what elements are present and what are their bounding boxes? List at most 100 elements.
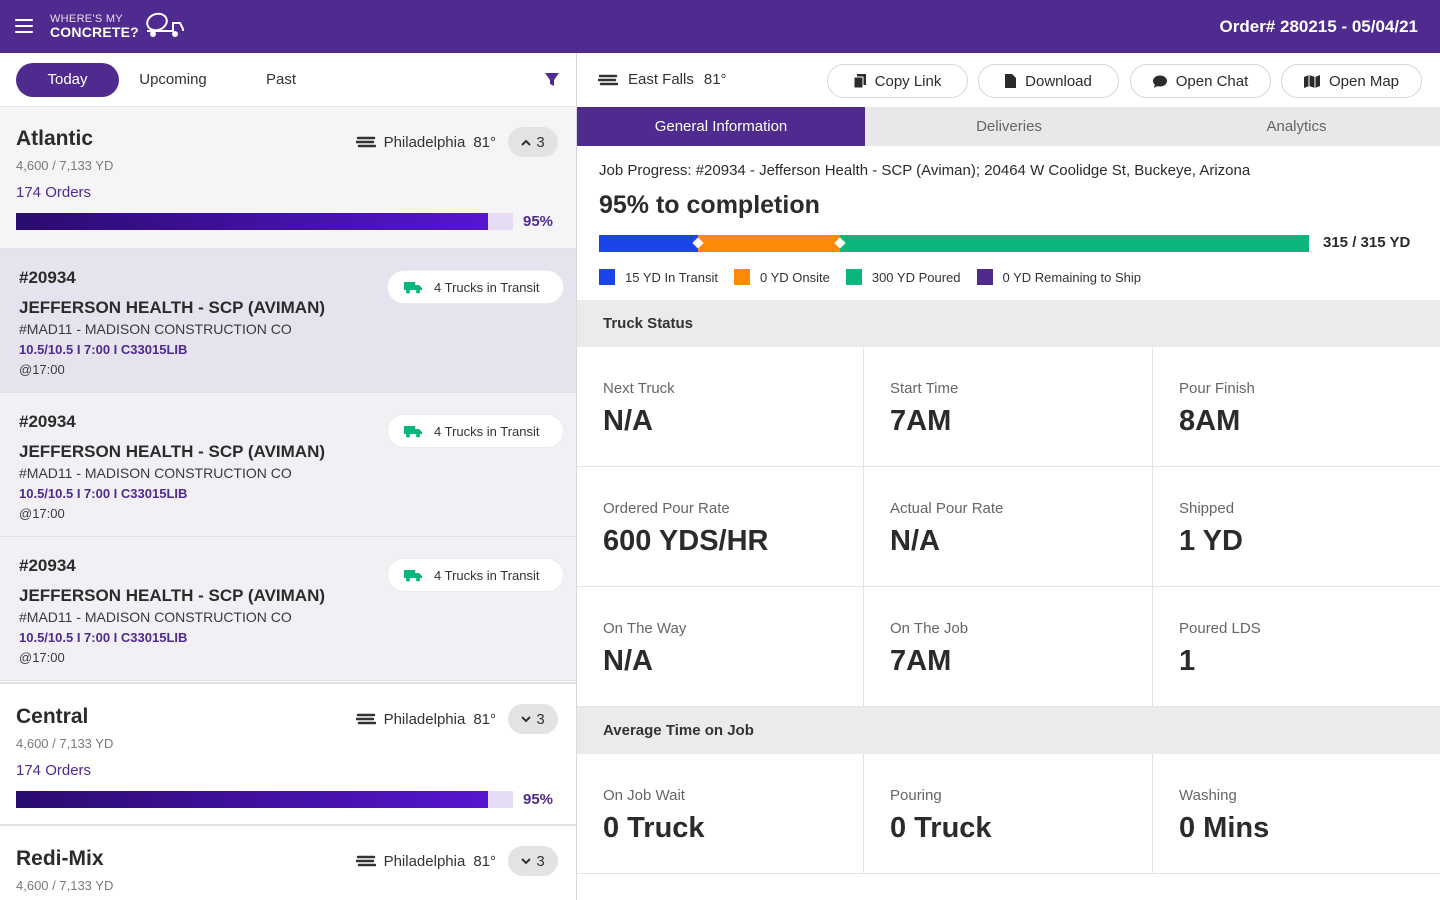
stat-value: 7AM <box>890 645 952 677</box>
job-progress-bar <box>599 235 1309 252</box>
job-spec: 10.5/10.5 I 7:00 I C33015LIB <box>19 630 188 645</box>
job-time: @17:00 <box>19 650 65 665</box>
stat-label: On The Way <box>603 620 687 637</box>
weather-cloud-icon <box>355 136 376 148</box>
stat-value: 600 YDS/HR <box>603 525 769 557</box>
stat-value: N/A <box>890 525 940 557</box>
app-logo[interactable]: WHERE'S MY CONCRETE? <box>50 11 185 41</box>
copy-link-label: Copy Link <box>874 72 942 90</box>
region-name: Redi-Mix <box>16 847 104 870</box>
legend-label: 15 YD In Transit <box>625 269 718 285</box>
stat-on-the-job: On The Job 7AM <box>864 587 1153 707</box>
job-card[interactable]: #20934 JEFFERSON HEALTH - SCP (AVIMAN) #… <box>0 249 576 393</box>
order-detail-panel: East Falls 81° Copy Link Download Open C… <box>577 53 1440 900</box>
stat-next-truck: Next Truck N/A <box>577 347 864 467</box>
stat-value: N/A <box>603 645 653 677</box>
stat-value: 1 YD <box>1179 525 1243 557</box>
stat-value: 0 Truck <box>890 812 992 844</box>
legend-swatch <box>845 269 862 285</box>
chevron-down-icon <box>521 715 532 722</box>
legend-in-transit: 15 YD In Transit <box>599 269 718 285</box>
trucks-in-transit-chip[interactable]: 4 Trucks in Transit <box>388 559 563 591</box>
stat-value: 7AM <box>890 405 952 437</box>
progress-segment <box>599 235 705 252</box>
region-progress-bar <box>16 213 513 230</box>
job-number: #20934 <box>19 556 76 575</box>
weather-cloud-icon <box>598 74 618 85</box>
average-time-header: Average Time on Job <box>577 707 1440 754</box>
stat-washing: Washing 0 Mins <box>1153 754 1440 874</box>
chevron-down-icon <box>521 857 532 864</box>
region-progress-bar <box>16 791 513 808</box>
stat-poured-lds: Poured LDS 1 <box>1153 587 1440 707</box>
legend-poured: 300 YD Poured <box>845 269 961 285</box>
stat-value: 0 Mins <box>1179 812 1270 844</box>
open-map-button[interactable]: Open Map <box>1281 64 1422 98</box>
stat-value: 1 <box>1179 645 1196 677</box>
region-yardage: 4,600 / 7,133 YD <box>16 878 114 893</box>
tab-today[interactable]: Today <box>16 62 119 97</box>
region-redi-mix[interactable]: Redi-Mix 4,600 / 7,133 YD Philadelphia 8… <box>0 826 576 900</box>
job-card[interactable]: #20934 JEFFERSON HEALTH - SCP (AVIMAN) #… <box>0 393 576 537</box>
region-temp: 81° <box>473 852 496 870</box>
job-name: JEFFERSON HEALTH - SCP (AVIMAN) <box>19 586 326 605</box>
job-spec: 10.5/10.5 I 7:00 I C33015LIB <box>19 342 188 357</box>
region-atlantic[interactable]: Atlantic 4,600 / 7,133 YD 174 Orders Phi… <box>0 107 576 249</box>
stat-value: 0 Truck <box>603 812 705 844</box>
job-spec: 10.5/10.5 I 7:00 I C33015LIB <box>19 486 188 501</box>
hamburger-icon[interactable] <box>15 19 33 33</box>
stat-label: Pour Finish <box>1179 380 1255 397</box>
job-card[interactable]: #20934 JEFFERSON HEALTH - SCP (AVIMAN) #… <box>0 537 576 681</box>
job-number: #20934 <box>19 268 76 287</box>
stat-label: Next Truck <box>603 380 675 397</box>
chevron-up-icon <box>521 139 532 146</box>
tab-past[interactable]: Past <box>265 71 296 88</box>
truck-icon <box>404 425 422 437</box>
stat-ordered-pour-rate: Ordered Pour Rate 600 YDS/HR <box>577 467 864 587</box>
stat-on-job-wait: On Job Wait 0 Truck <box>577 754 864 874</box>
transit-label: 4 Trucks in Transit <box>434 567 540 583</box>
region-progress-fill <box>16 213 489 230</box>
region-city: Philadelphia <box>383 852 466 870</box>
expand-region-button[interactable]: 3 <box>508 846 558 876</box>
job-time: @17:00 <box>19 506 65 521</box>
order-title: Order# 280215 - 05/04/21 <box>1219 17 1418 36</box>
map-icon <box>1303 74 1320 88</box>
tab-general-information[interactable]: General Information <box>577 107 865 146</box>
expand-region-button[interactable]: 3 <box>508 704 558 734</box>
progress-legend: 15 YD In Transit 0 YD Onsite 300 YD Pour… <box>599 269 1141 285</box>
tab-deliveries[interactable]: Deliveries <box>976 118 1042 135</box>
yardage-total: 315 / 315 YD <box>1323 234 1411 251</box>
stat-on-the-way: On The Way N/A <box>577 587 864 707</box>
stat-label: Pouring <box>890 787 942 804</box>
copy-link-button[interactable]: Copy Link <box>827 64 968 98</box>
stat-value: 8AM <box>1179 405 1241 437</box>
stat-label: Ordered Pour Rate <box>603 500 730 517</box>
region-orders-count[interactable]: 174 Orders <box>16 762 92 779</box>
stat-label: Poured LDS <box>1179 620 1261 637</box>
region-orders-count[interactable]: 174 Orders <box>16 184 92 201</box>
filter-icon[interactable] <box>544 72 560 88</box>
tab-analytics[interactable]: Analytics <box>1266 118 1327 135</box>
trucks-in-transit-chip[interactable]: 4 Trucks in Transit <box>388 415 563 447</box>
stat-pour-finish: Pour Finish 8AM <box>1153 347 1440 467</box>
job-location: East Falls <box>628 71 694 88</box>
stat-actual-pour-rate: Actual Pour Rate N/A <box>864 467 1153 587</box>
collapse-region-button[interactable]: 3 <box>508 127 558 157</box>
tab-upcoming[interactable]: Upcoming <box>139 71 207 88</box>
region-name: Atlantic <box>16 127 94 150</box>
region-progress-percent: 95% <box>523 791 554 808</box>
job-name: JEFFERSON HEALTH - SCP (AVIMAN) <box>19 442 326 461</box>
legend-swatch <box>599 269 615 285</box>
region-temp: 81° <box>473 710 496 728</box>
download-button[interactable]: Download <box>978 64 1119 98</box>
stat-label: On The Job <box>890 620 969 637</box>
trucks-in-transit-chip[interactable]: 4 Trucks in Transit <box>388 271 563 303</box>
transit-label: 4 Trucks in Transit <box>434 423 540 439</box>
region-central[interactable]: Central 4,600 / 7,133 YD 174 Orders Phil… <box>0 682 576 826</box>
job-number: #20934 <box>19 412 76 431</box>
detail-tabs: General Information Deliveries Analytics <box>577 107 1440 146</box>
weather-cloud-icon <box>355 855 376 867</box>
truck-icon <box>404 281 422 293</box>
open-chat-button[interactable]: Open Chat <box>1130 64 1271 98</box>
